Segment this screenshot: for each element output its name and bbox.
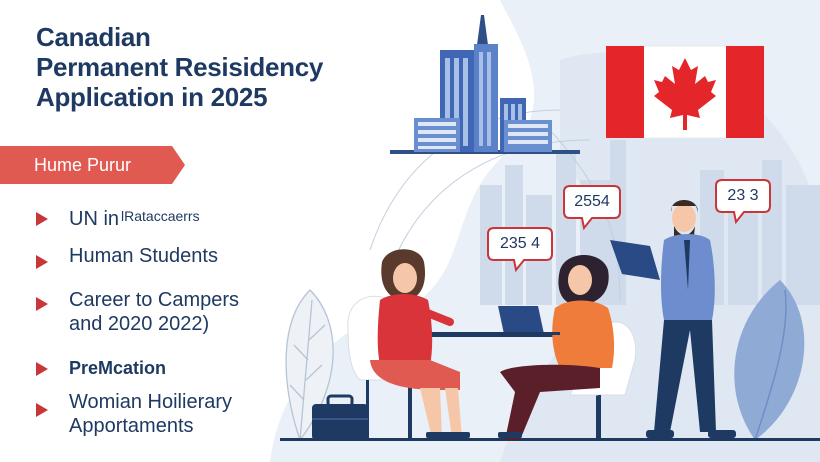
bullet-text: PreMcation <box>69 358 167 378</box>
speech-bubble-left <box>487 227 553 273</box>
woman-consultant <box>370 249 470 438</box>
bullet-text-line-2: Apportaments <box>69 415 194 437</box>
leaf-icon-right <box>734 280 805 441</box>
bullet-text: Womian Hoilierary <box>69 391 233 413</box>
bullet-marker-icon <box>36 362 48 376</box>
bullet-marker-icon <box>36 403 48 417</box>
bullet-text-line-2: and 2020 2022) <box>69 313 210 335</box>
office-building-icon <box>390 15 580 154</box>
briefcase-icon <box>312 394 368 440</box>
speech-bubble-left-text: 235 4 <box>499 235 541 252</box>
maple-leaf-flag-icon <box>605 45 765 139</box>
bullet-text: UN in <box>69 208 120 230</box>
leaf-icon <box>285 289 334 442</box>
bullet-text: Career to Campers <box>69 289 240 311</box>
title-line-2: Permanent Resisidency <box>36 52 324 82</box>
laptop-icon <box>498 306 560 335</box>
bullet-subtext: lRataccaerrs <box>121 208 200 224</box>
bullet-marker-icon <box>36 297 48 311</box>
man-advisor <box>646 200 736 438</box>
title-line-3: Application in 2025 <box>36 82 268 112</box>
ribbon-label: Hume Purur <box>34 155 132 175</box>
woman-applicant <box>498 255 615 440</box>
speech-bubble-right-text: 23 3 <box>727 187 759 204</box>
bullet-marker-icon <box>36 212 48 226</box>
page-title: Canadian Permanent Resisidency Applicati… <box>36 22 396 112</box>
bullet-text: Human Students <box>69 245 218 267</box>
bullet-marker-icon <box>36 255 48 269</box>
clipboard-icon <box>610 240 660 280</box>
title-line-1: Canadian <box>36 22 151 52</box>
speech-bubble-middle <box>563 185 621 231</box>
speech-bubble-middle-text: 2554 <box>574 193 610 210</box>
speech-bubble-right <box>715 179 771 225</box>
ribbon-banner <box>0 146 185 184</box>
